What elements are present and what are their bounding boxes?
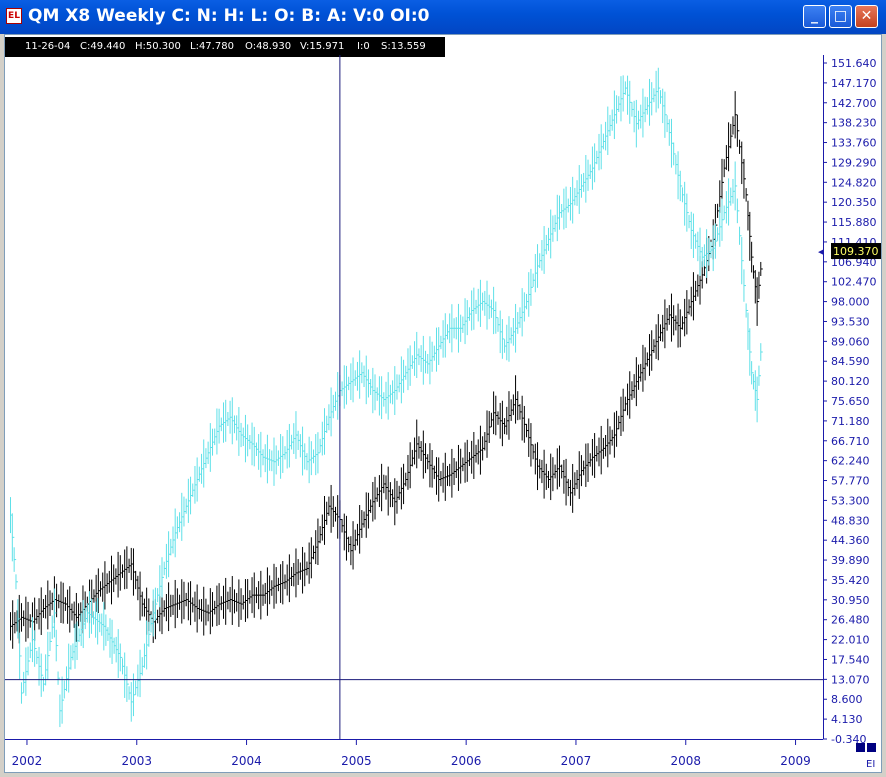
minimize-button[interactable]: _	[803, 5, 826, 28]
y-tick-label: 8.600	[831, 693, 863, 706]
last-price-label: 109.370	[833, 245, 879, 258]
y-tick-label: 102.470	[831, 276, 877, 289]
info-oi: I:0	[357, 41, 370, 52]
app-icon[interactable]: EL	[6, 8, 22, 24]
maximize-button[interactable]: □	[829, 5, 852, 28]
y-tick-label: 66.710	[831, 435, 870, 448]
y-tick-label: 151.640	[831, 57, 877, 70]
y-tick-label: 124.820	[831, 176, 877, 189]
x-tick-label: 2003	[121, 754, 152, 768]
y-tick-label: 71.180	[831, 415, 870, 428]
chart-area[interactable]: 11-26-04 C:49.440 H:50.300 L:47.780 O:48…	[4, 34, 882, 773]
y-tick-label: 142.700	[831, 97, 877, 110]
y-tick-label: 106.940	[831, 256, 877, 269]
y-tick-label: 44.360	[831, 534, 870, 547]
y-tick-label: 133.760	[831, 137, 877, 150]
y-tick-label: -0.340	[831, 733, 866, 746]
y-tick-label: 75.650	[831, 395, 870, 408]
price-chart-svg[interactable]: 151.640 147.170 142.700 138.230 133.760 129.2…	[5, 35, 882, 773]
y-tick-label: 89.060	[831, 335, 870, 348]
y-tick-label: 35.420	[831, 574, 870, 587]
corner-label: EI	[866, 759, 875, 770]
data-info-bar: 11-26-04 C:49.440 H:50.300 L:47.780 O:48…	[5, 37, 445, 57]
x-tick-label: 2006	[451, 754, 482, 768]
x-tick-label: 2004	[231, 754, 262, 768]
x-tick-label: 2009	[780, 754, 811, 768]
y-tick-label: 57.770	[831, 475, 870, 488]
y-tick-label: 98.000	[831, 296, 870, 309]
y-tick-label: 22.010	[831, 634, 870, 647]
info-volume: V:15.971	[300, 41, 345, 52]
y-tick-label: 84.590	[831, 355, 870, 368]
info-high: H:50.300	[135, 41, 181, 52]
last-price-arrow: ◂	[818, 245, 824, 258]
y-tick-label: 115.880	[831, 216, 877, 229]
y-tick-label: 4.130	[831, 713, 863, 726]
x-tick-label: 2008	[670, 754, 701, 768]
y-tick-label: 120.350	[831, 196, 877, 209]
y-tick-label: 13.070	[831, 673, 870, 686]
y-tick-label: 80.120	[831, 375, 870, 388]
y-tick-label: 26.480	[831, 614, 870, 627]
y-tick-label: 62.240	[831, 455, 870, 468]
info-date: 11-26-04	[25, 41, 71, 52]
corner-block-2	[867, 743, 876, 752]
y-tick-label: 147.170	[831, 77, 877, 90]
y-tick-label: 53.300	[831, 494, 870, 507]
close-button[interactable]: ✕	[855, 5, 878, 28]
last-price-badge	[831, 243, 881, 260]
y-tick-label: 138.230	[831, 117, 877, 130]
corner-block-1	[856, 743, 865, 752]
x-tick-label: 2007	[561, 754, 592, 768]
y-tick-label: 30.950	[831, 594, 870, 607]
window-title: QM X8 Weekly C: N: H: L: O: B: A: V:0 OI…	[28, 6, 430, 26]
x-tick-label: 2002	[12, 754, 43, 768]
y-tick-label: 93.530	[831, 315, 870, 328]
info-s: S:13.559	[381, 41, 426, 52]
y-tick-label: 39.890	[831, 554, 870, 567]
y-tick-label: 129.290	[831, 156, 877, 169]
y-tick-label: 17.540	[831, 653, 870, 666]
info-close: C:49.440	[80, 41, 126, 52]
title-bar[interactable]: EL QM X8 Weekly C: N: H: L: O: B: A: V:0…	[0, 0, 886, 34]
y-tick-label: 48.830	[831, 514, 870, 527]
info-low: L:47.780	[190, 41, 234, 52]
info-open: O:48.930	[245, 41, 292, 52]
x-tick-label: 2005	[341, 754, 372, 768]
